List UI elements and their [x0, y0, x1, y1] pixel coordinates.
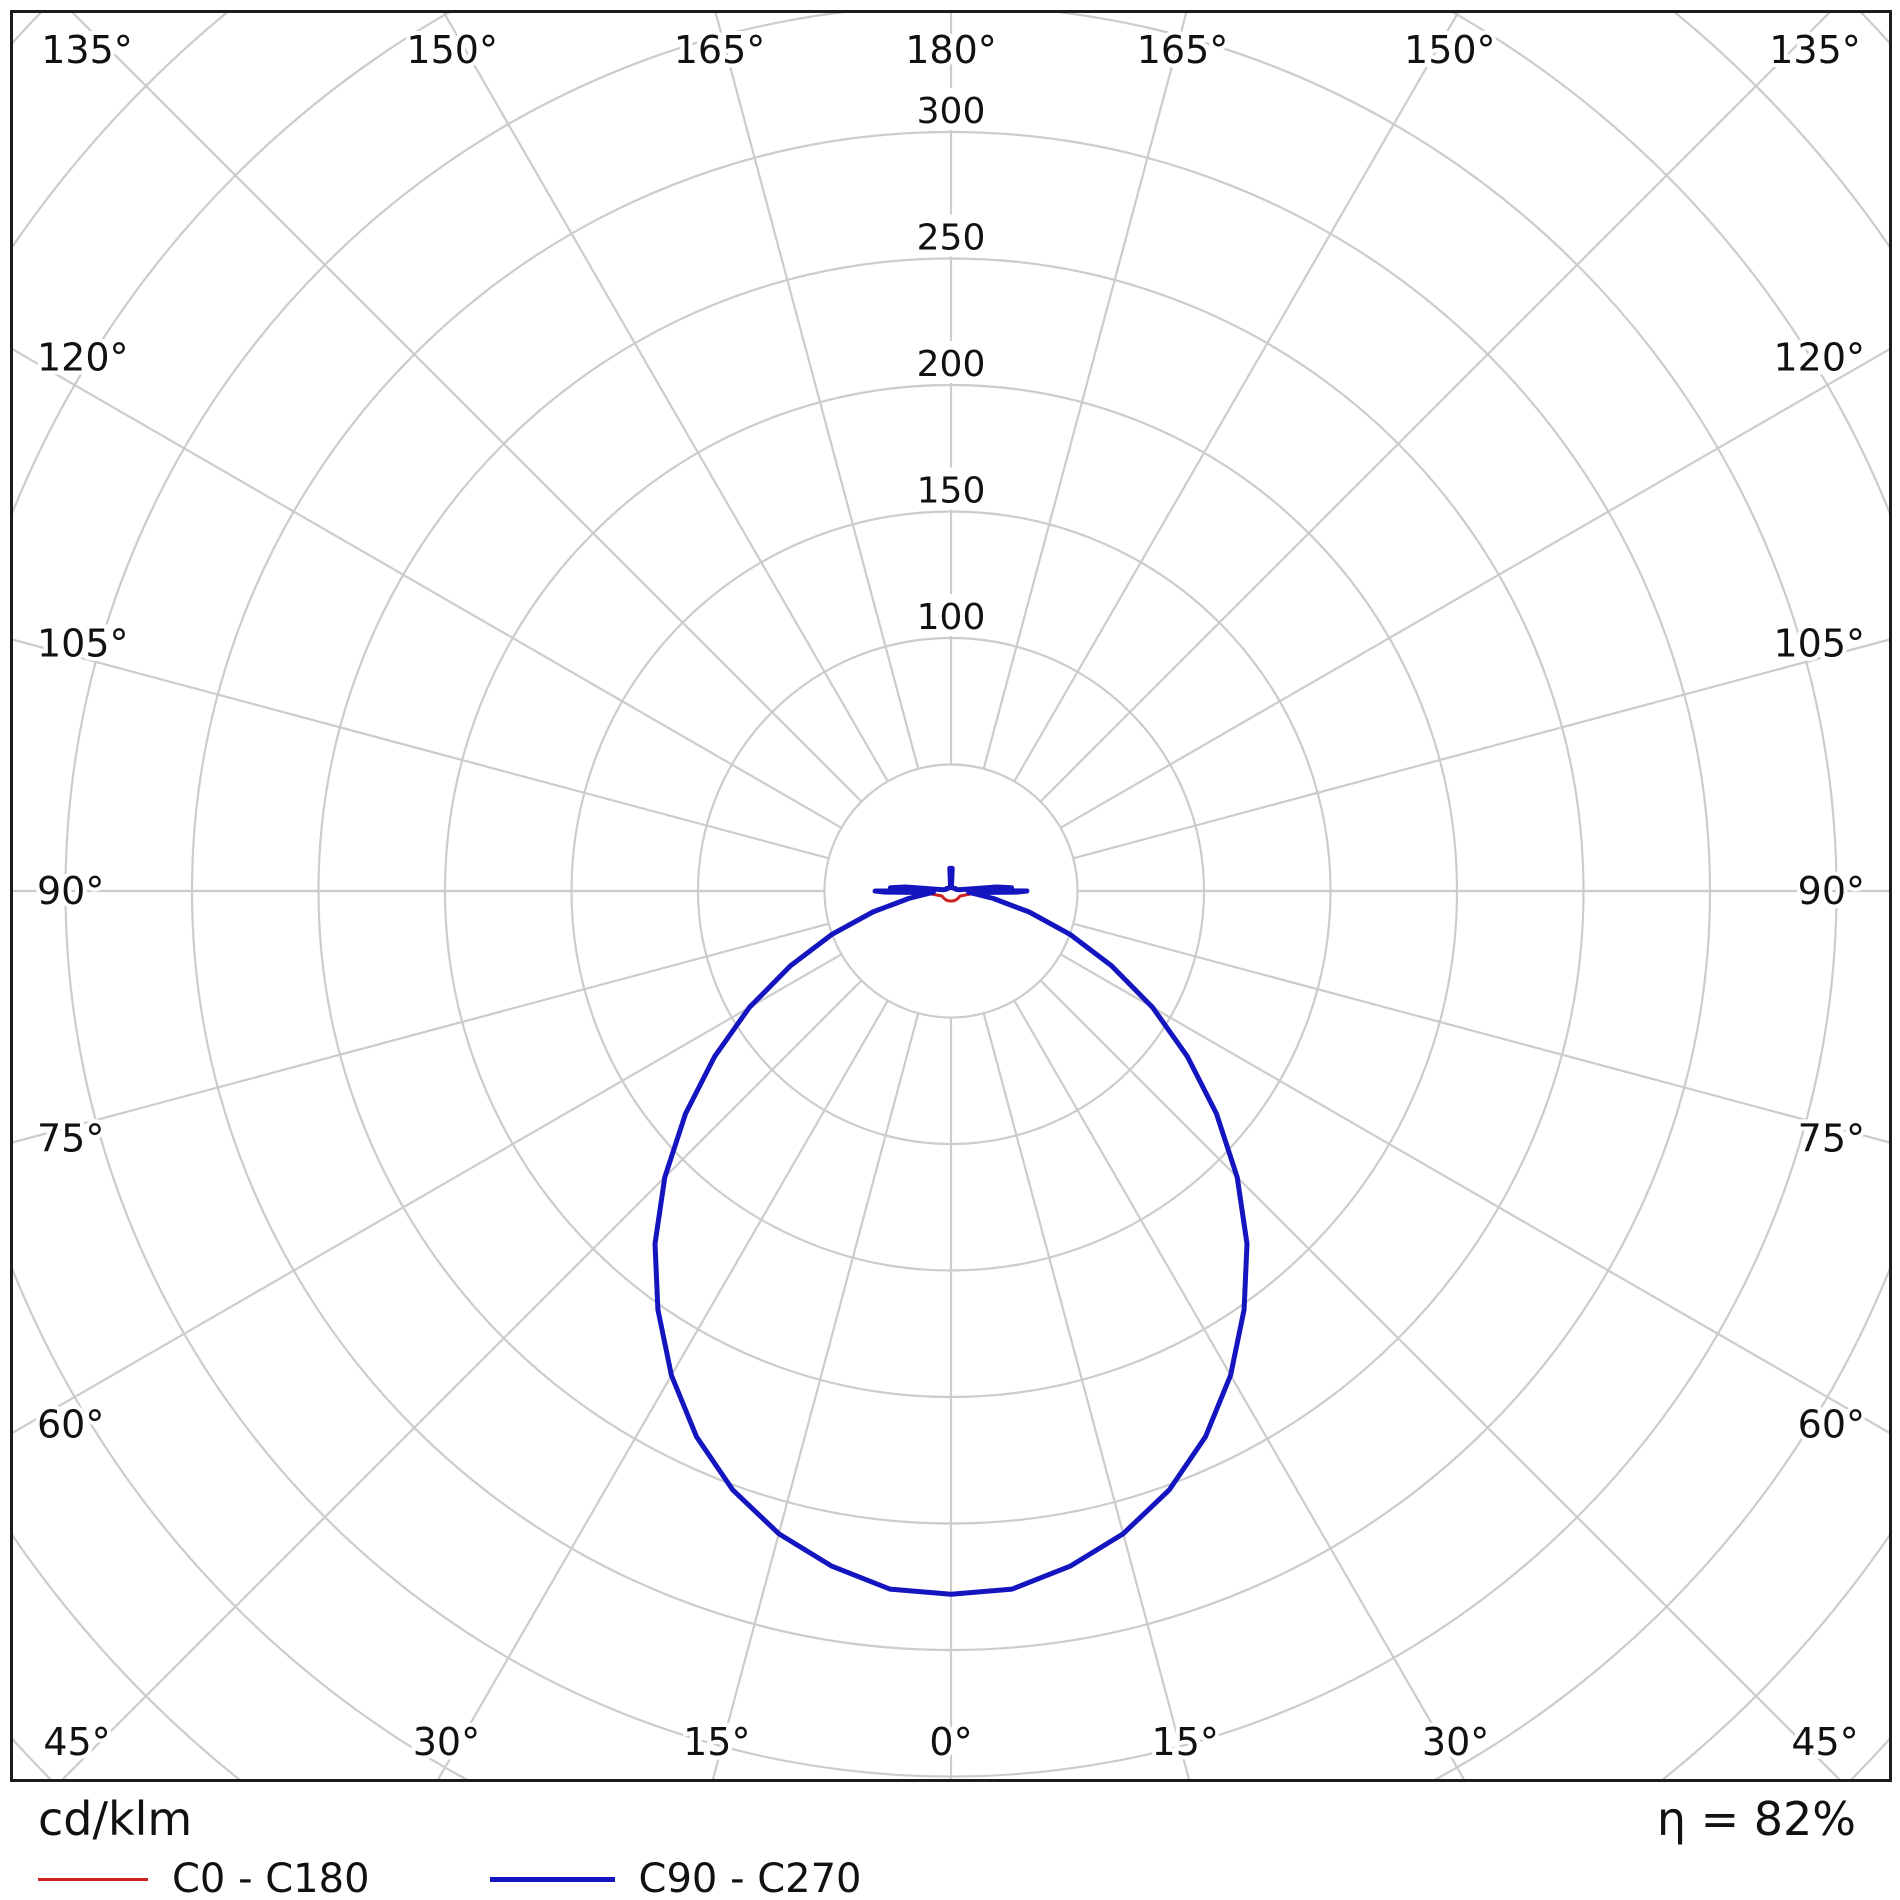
angle-label: 30°	[413, 1720, 480, 1764]
grid-radial-line	[71, 13, 863, 803]
angle-label: 90°	[1798, 869, 1865, 913]
angle-label: 45°	[1791, 1720, 1858, 1764]
curve-c90	[652, 865, 1250, 1597]
ring-label-bg	[896, 594, 1006, 636]
grid-radial-line	[1060, 348, 1889, 829]
grid-radial-line	[1072, 638, 1889, 860]
grid-radial-line	[1039, 979, 1841, 1779]
angle-label: 90°	[37, 869, 104, 913]
angle-label: 105°	[1773, 621, 1865, 665]
ring-label: 200	[917, 344, 986, 385]
ring-label: 300	[917, 91, 986, 132]
angle-label: 75°	[37, 1117, 104, 1161]
angle-label: 150°	[406, 28, 498, 72]
grid-radial-line	[1060, 953, 1889, 1434]
legend-line-c0-icon	[38, 1877, 148, 1881]
ring-label-bg	[896, 88, 1006, 130]
angle-label: 60°	[1798, 1403, 1865, 1447]
ring-label-bg	[896, 467, 1006, 510]
grid-radial-line	[714, 13, 920, 770]
grid-radial-line	[442, 13, 889, 782]
angle-label: 135°	[41, 28, 133, 72]
polar-plot-frame: 100 150 200 250 300 0° 15° 15° 30° 30° 45° 45° 60° 60…	[10, 10, 1892, 1782]
grid-radial-line	[1013, 13, 1460, 782]
ring-label-bg	[896, 214, 1006, 257]
grid-radial-line	[982, 1012, 1191, 1779]
grid-radial-line	[437, 1000, 889, 1779]
legend-item-c0: C0 - C180	[38, 1856, 370, 1900]
grid-radial-line	[1013, 1000, 1465, 1779]
angle-label: 60°	[37, 1403, 104, 1447]
polar-chart-svg: 100 150 200 250 300 0° 15° 15° 30° 30° 45° 45° 60° 60…	[13, 13, 1889, 1779]
angle-label: 180°	[905, 28, 997, 72]
ring-label: 250	[917, 218, 986, 259]
angle-label: 165°	[674, 28, 766, 72]
efficiency-label: η = 82%	[1656, 1792, 1856, 1846]
grid-radial-line	[13, 638, 830, 860]
grid-ring	[823, 763, 1079, 1019]
ring-label: 100	[917, 597, 986, 638]
angle-label: 0°	[929, 1720, 972, 1764]
legend-line-c90-icon	[489, 1876, 615, 1882]
angle-label: 45°	[43, 1720, 110, 1764]
footer: cd/klm η = 82% C0 - C180 C90 - C270	[10, 1790, 1890, 1900]
angle-label: 15°	[683, 1720, 750, 1764]
grid-radial-line	[1072, 922, 1889, 1144]
angle-label: 165°	[1137, 28, 1229, 72]
ring-label-bg	[896, 341, 1006, 383]
angle-label: 75°	[1798, 1117, 1865, 1161]
grid-radial-line	[61, 979, 863, 1779]
grid-radial-line	[13, 348, 842, 829]
angle-label: 105°	[37, 621, 129, 665]
angle-label: 30°	[1422, 1720, 1489, 1764]
angle-label: 150°	[1404, 28, 1496, 72]
grid-radial-line	[1039, 13, 1831, 803]
angle-label: 135°	[1769, 28, 1861, 72]
angle-label: 120°	[37, 336, 129, 380]
grid-radial-line	[13, 953, 842, 1434]
angle-label: 120°	[1773, 336, 1865, 380]
grid-radial-line	[13, 922, 830, 1144]
grid-radial-line	[711, 1012, 920, 1779]
legend-label-c90: C90 - C270	[638, 1856, 862, 1900]
legend-item-c90: C90 - C270	[489, 1856, 862, 1900]
angle-label: 15°	[1152, 1720, 1219, 1764]
legend-label-c0: C0 - C180	[172, 1856, 370, 1900]
grid-radial-line	[982, 13, 1188, 770]
legend: C0 - C180 C90 - C270	[38, 1856, 862, 1900]
unit-label: cd/klm	[38, 1792, 193, 1846]
ring-label: 150	[917, 471, 986, 512]
